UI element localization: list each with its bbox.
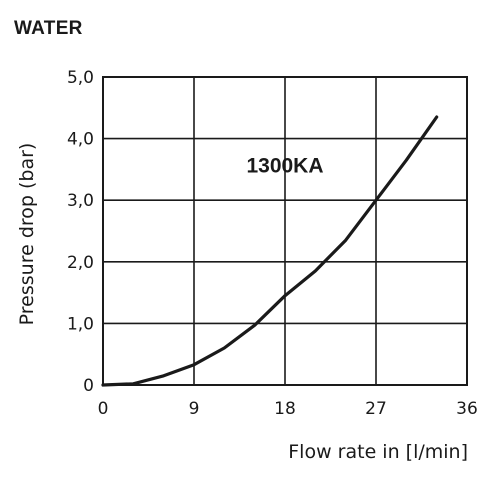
x-axis-ticks: 0 9 18 27 36 [98,399,478,419]
plot-frame [102,76,468,386]
y-tick-label: 2,0 [67,253,94,273]
y-axis-label: Pressure drop (bar) [16,143,38,326]
y-tick-label: 4,0 [67,130,94,150]
grid [103,77,467,385]
y-tick-label: 5,0 [67,68,94,88]
page-title: WATER [14,18,83,39]
y-tick-label: 0 [83,376,94,396]
curve-label: 1300KA [246,154,323,177]
x-tick-label: 18 [274,399,296,419]
series-line-1300ka [101,115,439,387]
y-tick-label: 1,0 [67,314,94,334]
y-axis-ticks: 0 1,0 2,0 3,0 4,0 5,0 [67,68,94,396]
x-tick-label: 9 [189,399,200,419]
x-axis-label: Flow rate in [l/min] [288,441,468,463]
x-tick-label: 0 [98,399,109,419]
y-tick-label: 3,0 [67,191,94,211]
x-tick-label: 27 [365,399,387,419]
x-tick-label: 36 [456,399,478,419]
